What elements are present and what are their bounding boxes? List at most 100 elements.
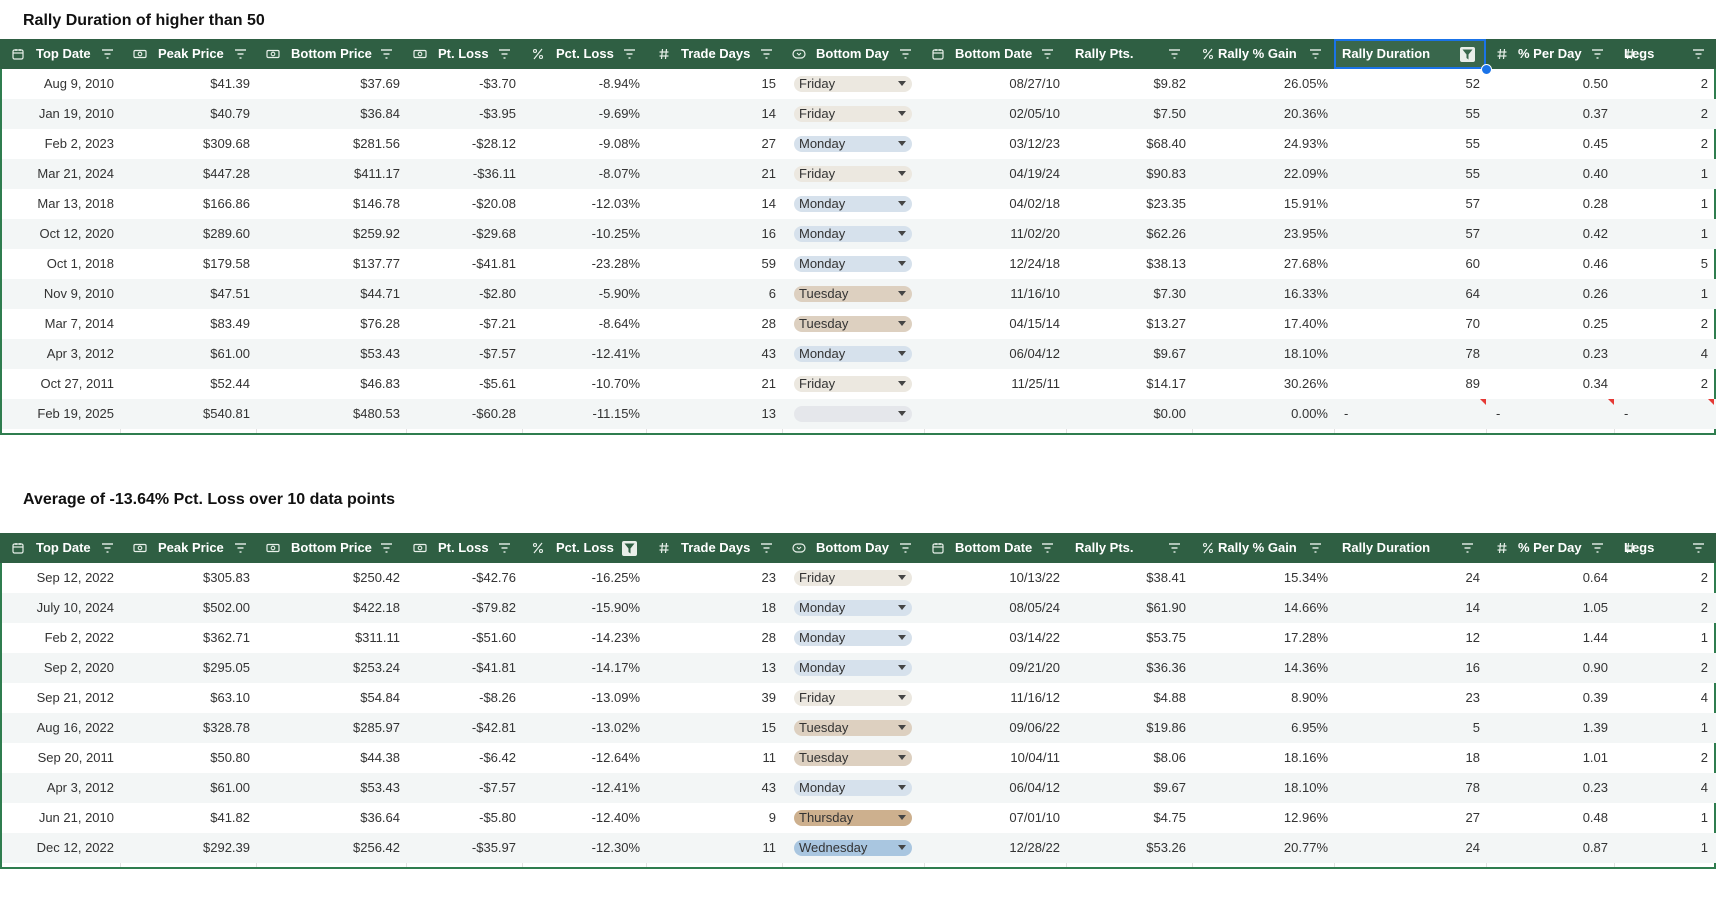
table-cell[interactable]: 04/19/24 xyxy=(1009,166,1060,181)
table-cell[interactable]: 9 xyxy=(768,810,776,825)
table-cell[interactable]: 04/15/14 xyxy=(1009,316,1060,331)
table-cell[interactable]: 11/25/11 xyxy=(1011,376,1060,391)
column-header[interactable]: Rally Duration xyxy=(1342,46,1431,61)
table-cell[interactable]: Apr 3, 2012 xyxy=(46,346,114,361)
table-cell[interactable]: $309.68 xyxy=(203,136,250,151)
table-cell[interactable]: 0.23 xyxy=(1582,780,1608,795)
table-cell[interactable]: 2 xyxy=(1700,660,1708,675)
table-cell[interactable]: 21 xyxy=(761,376,776,391)
table-cell[interactable]: -14.23% xyxy=(591,630,640,645)
table-cell[interactable]: -12.64% xyxy=(591,750,640,765)
table-cell[interactable]: 27 xyxy=(1465,810,1480,825)
table-cell[interactable]: 2 xyxy=(1700,136,1708,151)
filter-icon[interactable] xyxy=(623,49,637,61)
table-cell[interactable]: 0.25 xyxy=(1582,316,1608,331)
table-cell[interactable]: $9.67 xyxy=(1153,346,1186,361)
table-cell[interactable]: $502.00 xyxy=(203,600,250,615)
bottom-day-dropdown[interactable]: Thursday xyxy=(794,810,912,826)
table-cell[interactable]: $179.58 xyxy=(203,256,250,271)
table-cell[interactable]: 78 xyxy=(1465,346,1480,361)
table-cell[interactable]: Jun 21, 2010 xyxy=(38,810,114,825)
table-cell[interactable]: -$8.26 xyxy=(479,690,516,705)
table-cell[interactable]: 11/16/12 xyxy=(1010,690,1060,705)
table-cell[interactable]: 4 xyxy=(1700,346,1708,361)
table-cell[interactable]: $146.78 xyxy=(353,196,400,211)
table-cell[interactable]: -$28.12 xyxy=(471,136,516,151)
table-cell[interactable]: 89 xyxy=(1465,376,1480,391)
table-cell[interactable]: $292.39 xyxy=(203,840,250,855)
filter-icon[interactable] xyxy=(1591,49,1605,61)
table-cell[interactable]: 11/16/10 xyxy=(1010,286,1060,301)
table-cell[interactable]: Sep 12, 2022 xyxy=(36,570,114,585)
bottom-day-dropdown[interactable]: Tuesday xyxy=(794,750,912,766)
table-cell[interactable]: 1 xyxy=(1700,720,1708,735)
table-cell[interactable]: $305.83 xyxy=(203,570,250,585)
table-cell[interactable]: 16 xyxy=(761,226,776,241)
table-cell[interactable]: 14 xyxy=(761,106,776,121)
column-header[interactable]: Top Date xyxy=(36,540,91,555)
bottom-day-dropdown[interactable]: Friday xyxy=(794,76,912,92)
table-cell[interactable]: $44.38 xyxy=(360,750,400,765)
table-cell[interactable]: 15 xyxy=(761,720,776,735)
table-cell[interactable]: 04/02/18 xyxy=(1009,196,1060,211)
table-cell[interactable]: -$41.81 xyxy=(471,256,516,271)
bottom-day-dropdown[interactable]: Wednesday xyxy=(794,840,912,856)
column-header[interactable]: Bottom Date xyxy=(955,540,1033,555)
column-header[interactable]: Pt. Loss xyxy=(438,540,489,555)
table-cell[interactable]: 52 xyxy=(1465,76,1480,91)
column-header[interactable]: % Per Day xyxy=(1518,46,1582,61)
column-header[interactable]: Trade Days xyxy=(681,46,751,61)
table-cell[interactable]: -8.64% xyxy=(598,316,640,331)
chevron-down-icon[interactable] xyxy=(898,695,906,700)
column-header[interactable]: Peak Price xyxy=(158,540,224,555)
table-cell[interactable]: 43 xyxy=(761,346,776,361)
column-header[interactable]: Bottom Price xyxy=(291,540,372,555)
table-cell[interactable]: 17.40% xyxy=(1283,316,1328,331)
filter-icon[interactable] xyxy=(1591,543,1605,555)
table-cell[interactable]: -16.25% xyxy=(591,570,640,585)
table-cell[interactable]: 4 xyxy=(1700,690,1708,705)
table-cell[interactable]: 6.95% xyxy=(1291,720,1328,735)
table-cell[interactable]: 27 xyxy=(761,136,776,151)
table-cell[interactable]: 55 xyxy=(1465,106,1480,121)
table-cell[interactable]: 0.50 xyxy=(1582,76,1608,91)
table-cell[interactable]: $53.26 xyxy=(1146,840,1186,855)
table-cell[interactable]: $36.84 xyxy=(360,106,400,121)
table-cell[interactable]: -$20.08 xyxy=(471,196,516,211)
bottom-day-dropdown[interactable]: Tuesday xyxy=(794,286,912,302)
table-cell[interactable]: -$6.42 xyxy=(479,750,516,765)
table-cell[interactable]: $311.11 xyxy=(354,630,400,645)
table-cell[interactable]: 23.95% xyxy=(1283,226,1328,241)
table-cell[interactable]: -$7.21 xyxy=(479,316,516,331)
bottom-day-dropdown[interactable]: Monday xyxy=(794,630,912,646)
table-cell[interactable]: -11.15% xyxy=(592,406,640,421)
table-cell[interactable]: Jan 19, 2010 xyxy=(38,106,114,121)
table-cell[interactable]: 70 xyxy=(1465,316,1480,331)
table-cell[interactable]: -13.09% xyxy=(591,690,640,705)
bottom-day-dropdown[interactable]: Monday xyxy=(794,226,912,242)
table-cell[interactable]: 18 xyxy=(1465,750,1480,765)
table-cell[interactable]: -14.17% xyxy=(591,660,640,675)
bottom-day-dropdown[interactable]: Friday xyxy=(794,690,912,706)
table-cell[interactable]: 1 xyxy=(1700,630,1708,645)
table-cell[interactable]: 1 xyxy=(1700,196,1708,211)
table-cell[interactable]: $7.50 xyxy=(1153,106,1186,121)
table-cell[interactable]: 0.48 xyxy=(1582,810,1608,825)
chevron-down-icon[interactable] xyxy=(898,291,906,296)
table-cell[interactable]: 5 xyxy=(1700,256,1708,271)
table-cell[interactable]: $46.83 xyxy=(360,376,400,391)
bottom-day-dropdown[interactable]: Tuesday xyxy=(794,316,912,332)
chevron-down-icon[interactable] xyxy=(898,111,906,116)
table-cell[interactable]: Dec 12, 2022 xyxy=(36,840,114,855)
table-cell[interactable]: $44.71 xyxy=(360,286,400,301)
table-cell[interactable]: -$7.57 xyxy=(479,780,516,795)
table-cell[interactable]: -$35.97 xyxy=(471,840,516,855)
table-cell[interactable]: - xyxy=(1624,406,1629,421)
chevron-down-icon[interactable] xyxy=(898,141,906,146)
table-cell[interactable]: 28 xyxy=(761,630,776,645)
filter-icon[interactable] xyxy=(1168,49,1182,61)
table-cell[interactable]: 2 xyxy=(1700,570,1708,585)
column-header[interactable]: Pt. Loss xyxy=(438,46,489,61)
table-cell[interactable]: $19.86 xyxy=(1146,720,1186,735)
table-cell[interactable]: 27.68% xyxy=(1283,256,1328,271)
